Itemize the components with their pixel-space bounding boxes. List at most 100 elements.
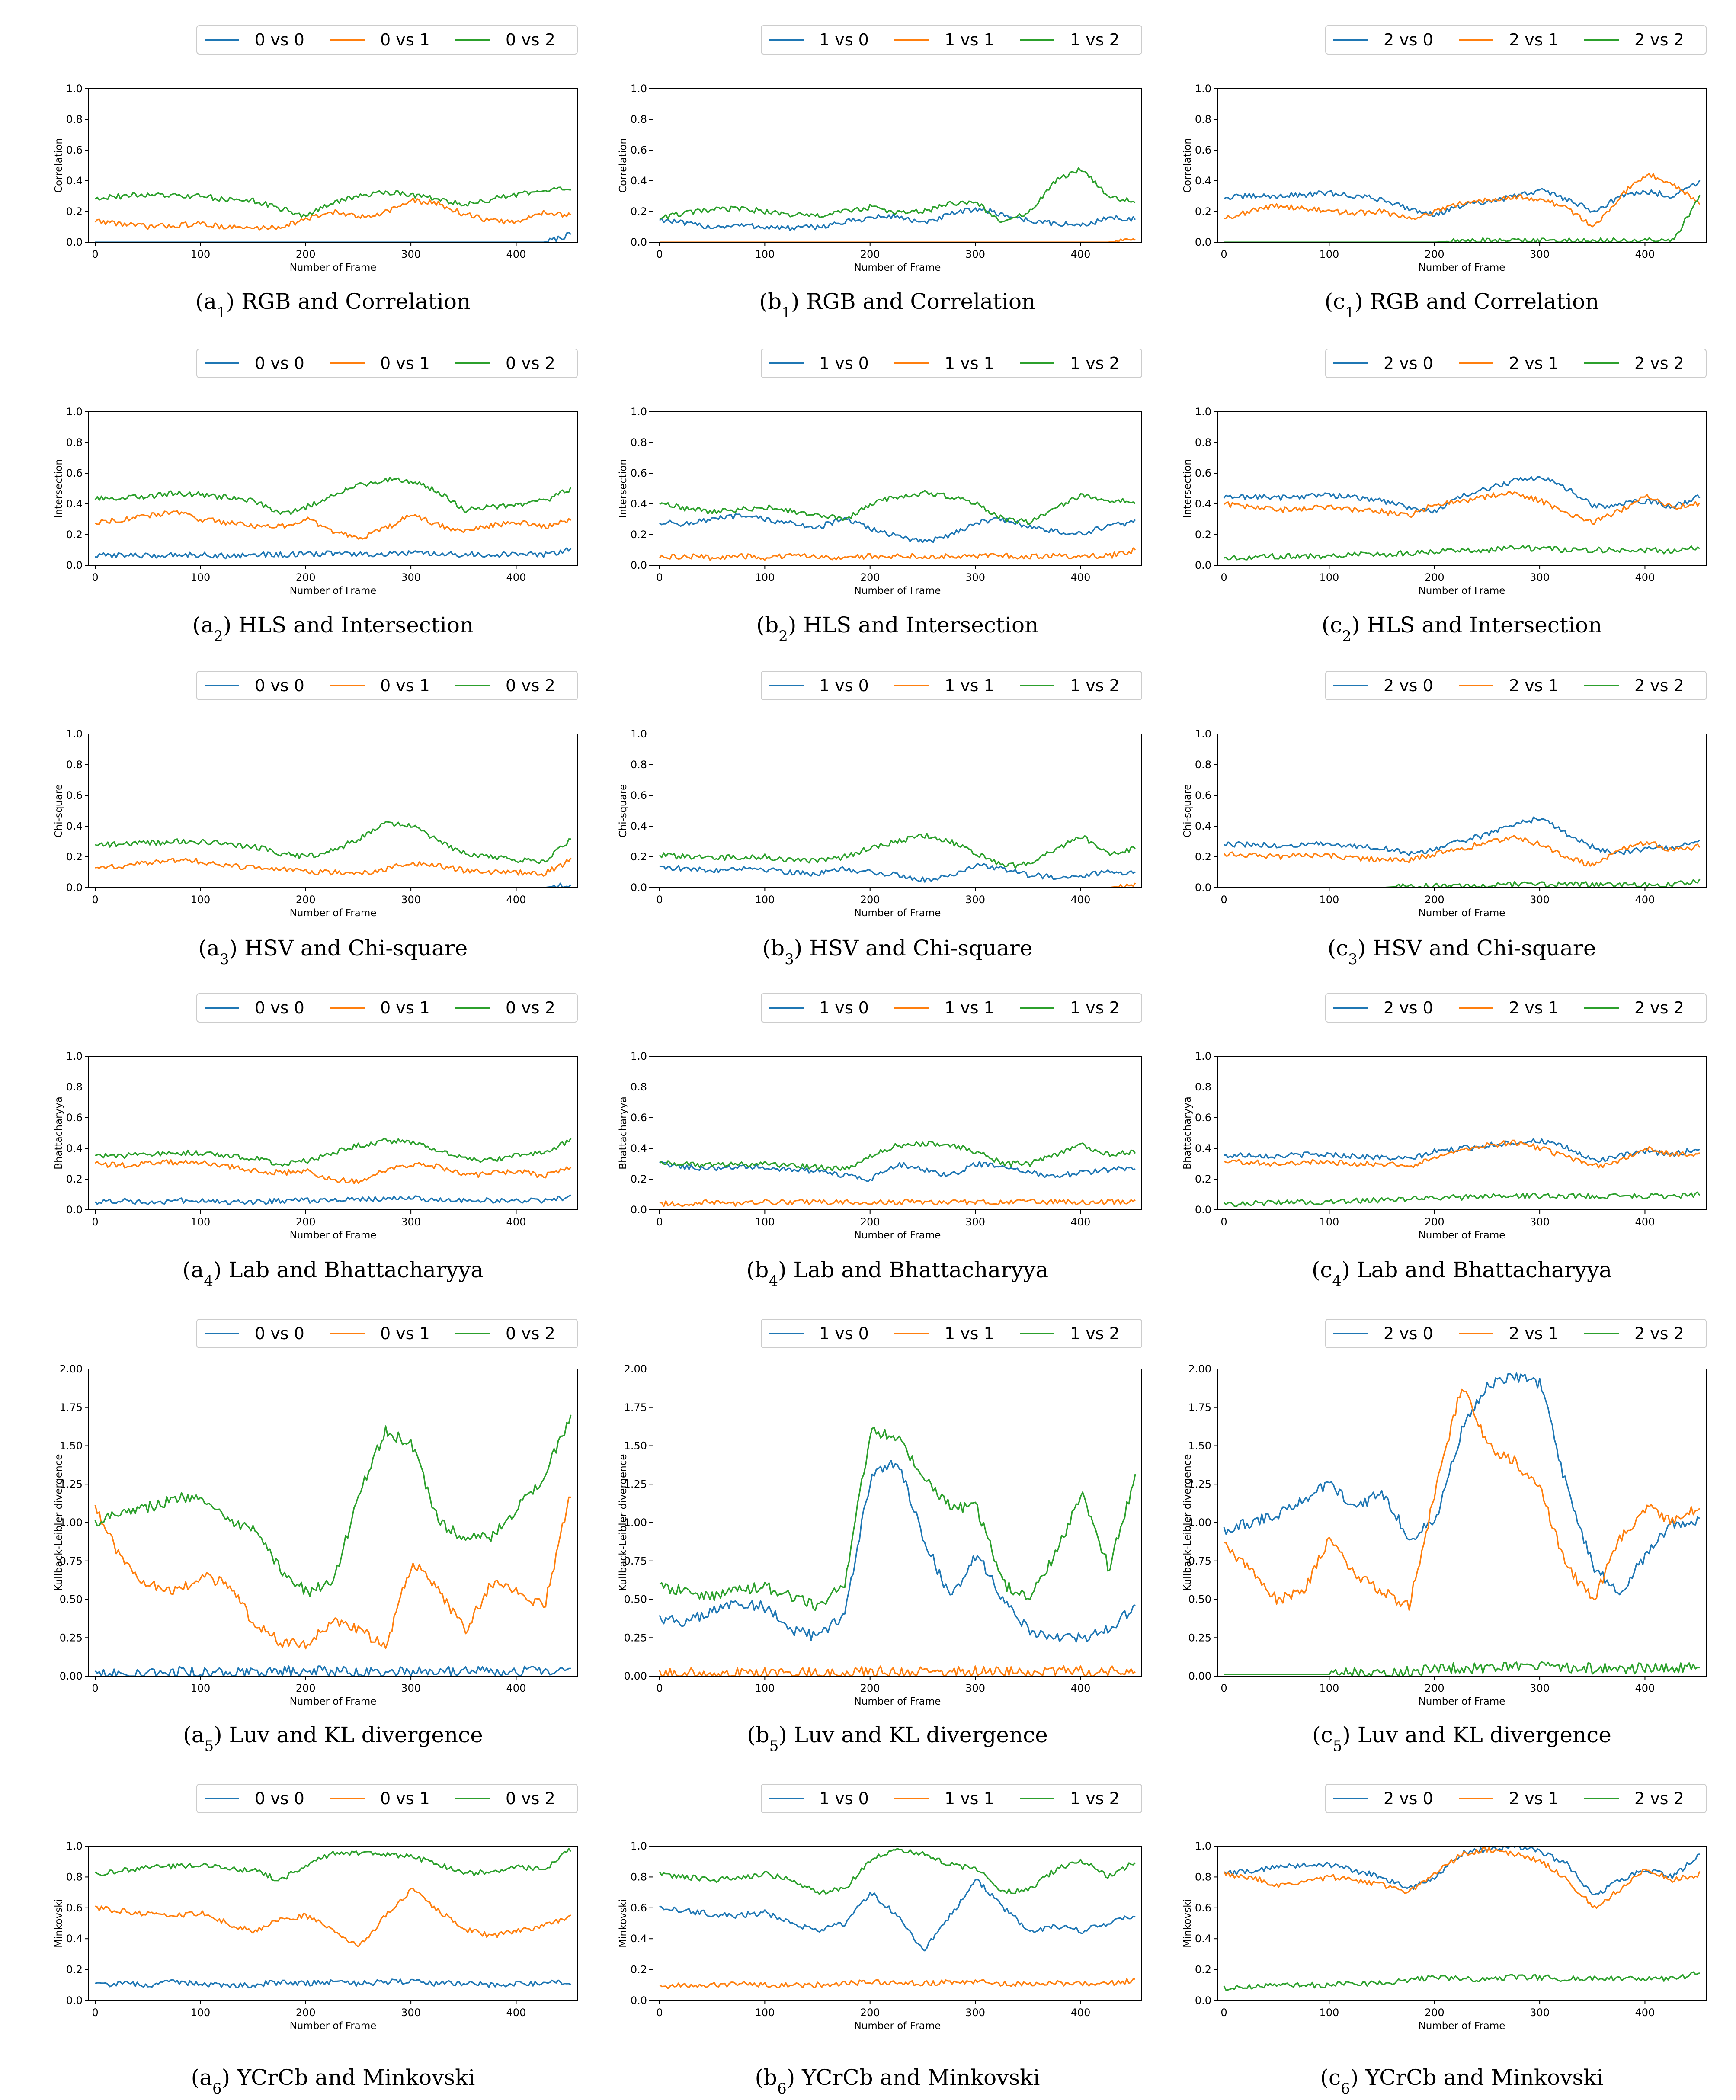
y-tick-label: 0.0 (631, 1204, 647, 1216)
y-axis-label: Intersection (1182, 459, 1193, 518)
y-tick-label: 1.0 (66, 406, 83, 418)
y-axis-label: Minkovski (1182, 1899, 1193, 1948)
series-line-2-vs-2 (1224, 545, 1700, 561)
legend: 2 vs 0 2 vs 1 2 vs 2 (1325, 671, 1707, 700)
x-axis-label: Number of Frame (290, 1230, 377, 1241)
legend: 1 vs 0 1 vs 1 1 vs 2 (761, 993, 1142, 1023)
legend-box (761, 349, 1142, 378)
y-tick-label: 0.0 (66, 1994, 83, 2007)
x-axis-label: Number of Frame (290, 2020, 377, 2032)
y-tick-label: 1.25 (1188, 1478, 1211, 1490)
legend: 1 vs 0 1 vs 1 1 vs 2 (761, 1319, 1142, 1348)
x-tick-label: 100 (1319, 894, 1339, 906)
caption-prefix: (b (759, 289, 782, 314)
y-tick-label: 1.75 (624, 1401, 647, 1414)
caption-subscript: 3 (785, 951, 794, 968)
y-tick-label: 0.0 (631, 559, 647, 571)
y-tick-label: 1.0 (1195, 1050, 1211, 1062)
legend-label: 0 vs 2 (506, 1324, 555, 1343)
legend-label: 0 vs 2 (506, 998, 555, 1017)
y-tick-label: 0.2 (1195, 205, 1211, 218)
plot-frame (1217, 734, 1707, 888)
caption-subscript: 5 (769, 1738, 779, 1755)
y-tick-label: 1.0 (1195, 83, 1211, 95)
legend-label: 2 vs 0 (1384, 1789, 1433, 1808)
y-tick-label: 0.4 (66, 1142, 83, 1154)
legend-label: 0 vs 1 (380, 998, 430, 1017)
x-axis-label: Number of Frame (854, 907, 941, 919)
y-axis-label: Kullback-Leibler divergence (618, 1454, 629, 1591)
caption-rest: ) Lab and Bhattacharyya (213, 1257, 484, 1282)
x-tick-label: 300 (1530, 571, 1550, 584)
y-tick-label: 1.0 (1195, 406, 1211, 418)
series-line-0-vs-1 (94, 197, 572, 231)
y-axis-label: Correlation (618, 138, 629, 193)
y-tick-label: 0.00 (624, 1670, 647, 1682)
y-tick-label: 0.8 (1195, 1081, 1211, 1093)
y-tick-label: 0.0 (631, 882, 647, 894)
x-tick-label: 200 (860, 2007, 880, 2019)
chart-panel-c2: 0.0 0.2 0.4 0.6 0.8 1.0 0 100 200 300 400 Number of… (1182, 349, 1707, 645)
caption-rest: ) HSV and Chi-square (794, 936, 1033, 961)
x-axis-label: Number of Frame (1419, 262, 1505, 273)
legend-box (1325, 671, 1707, 700)
series-line-1-vs-2 (659, 1427, 1136, 1611)
plot-frame (653, 411, 1142, 566)
legend-label: 2 vs 2 (1634, 354, 1684, 373)
y-tick-label: 0.2 (66, 1173, 83, 1185)
x-tick-label: 100 (1319, 571, 1339, 584)
series-line-0-vs-1 (95, 1159, 572, 1184)
x-tick-label: 100 (190, 2007, 210, 2019)
x-tick-label: 300 (401, 2007, 421, 2019)
legend-label: 1 vs 2 (1070, 676, 1120, 695)
series-line-1-vs-1 (659, 1665, 1136, 1676)
x-tick-label: 300 (401, 1682, 421, 1694)
caption-prefix: (b (746, 1257, 769, 1282)
plot-frame (653, 1846, 1142, 2001)
x-axis-label: Number of Frame (1419, 585, 1505, 596)
y-tick-label: 0.2 (1195, 1173, 1211, 1185)
series-group (1223, 1846, 1701, 1991)
caption-prefix: (b (755, 2065, 778, 2090)
legend: 0 vs 0 0 vs 1 0 vs 2 (196, 1784, 578, 1813)
legend: 0 vs 0 0 vs 1 0 vs 2 (196, 349, 578, 378)
chart-panel-a3: 0.0 0.2 0.4 0.6 0.8 1.0 0 100 200 300 400 Number of… (53, 671, 578, 968)
legend-box (761, 671, 1142, 700)
y-tick-label: 0.8 (1195, 759, 1211, 771)
legend-label: 1 vs 0 (819, 1789, 869, 1808)
caption: (a4) Lab and Bhattacharyya (183, 1257, 484, 1290)
y-tick-label: 1.0 (631, 406, 647, 418)
x-tick-label: 300 (401, 1216, 421, 1228)
plot-frame (653, 88, 1142, 243)
series-line-1-vs-0 (659, 513, 1136, 543)
y-tick-label: 1.0 (631, 1050, 647, 1062)
y-tick-label: 0.50 (60, 1593, 83, 1606)
caption: (b6) YCrCb and Minkovski (755, 2065, 1040, 2097)
series-line-0-vs-1 (95, 510, 571, 540)
x-tick-label: 0 (92, 894, 98, 906)
caption: (c1) RGB and Correlation (1325, 289, 1599, 321)
series-line-0-vs-0 (95, 547, 572, 560)
y-tick-label: 1.0 (66, 83, 83, 95)
series-line-0-vs-2 (95, 186, 571, 218)
y-tick-label: 0.6 (1195, 1902, 1211, 1914)
x-tick-label: 300 (1530, 1216, 1550, 1228)
y-tick-label: 0.4 (66, 175, 83, 187)
caption: (a6) YCrCb and Minkovski (191, 2065, 475, 2097)
y-tick-label: 0.00 (60, 1670, 83, 1682)
x-tick-label: 300 (965, 1216, 985, 1228)
x-tick-label: 0 (656, 1216, 663, 1228)
caption: (a3) HSV and Chi-square (199, 936, 468, 968)
legend-label: 2 vs 0 (1384, 30, 1433, 49)
series-line-2-vs-1 (1224, 491, 1701, 525)
legend: 1 vs 0 1 vs 1 1 vs 2 (761, 1784, 1142, 1813)
x-tick-label: 100 (190, 1216, 210, 1228)
y-tick-label: 0.2 (1195, 851, 1211, 863)
plot-frame (1217, 411, 1707, 566)
y-tick-label: 0.4 (1195, 498, 1211, 510)
y-tick-label: 0.75 (60, 1555, 83, 1567)
y-tick-label: 0.0 (66, 1204, 83, 1216)
legend-label: 1 vs 2 (1070, 30, 1120, 49)
x-tick-label: 400 (1071, 1216, 1091, 1228)
x-tick-label: 0 (92, 248, 98, 260)
